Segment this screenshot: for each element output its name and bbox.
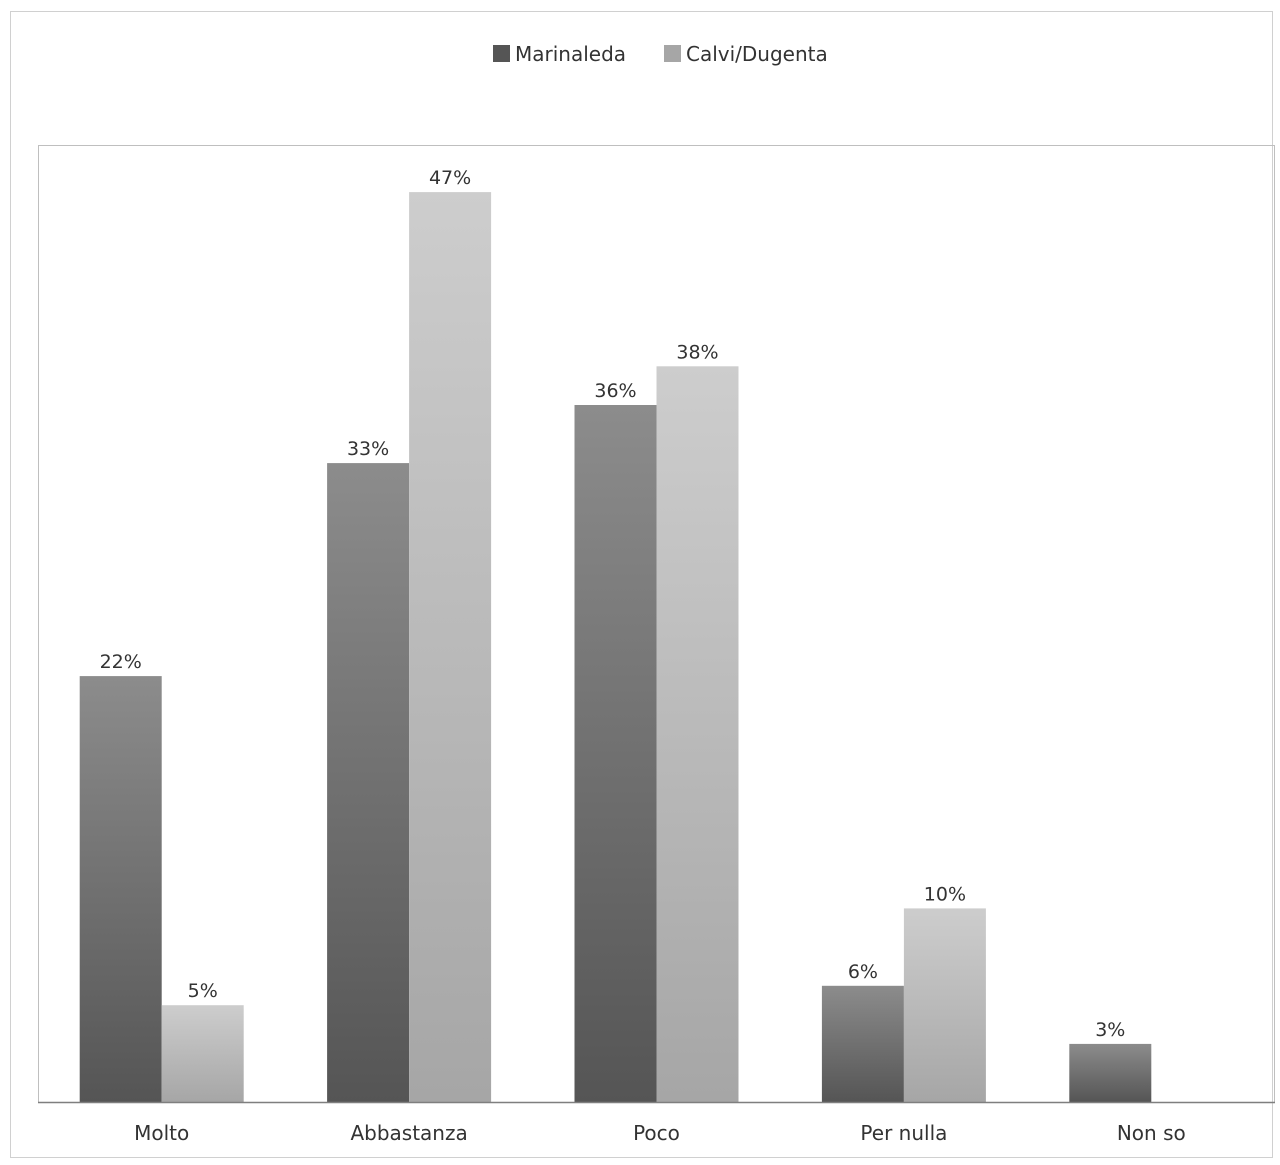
data-label-marinaleda-molto: 22% bbox=[100, 651, 142, 673]
x-tick-label-non-so: Non so bbox=[1117, 1121, 1186, 1145]
chart-border bbox=[10, 11, 1273, 1158]
data-label-calvi-dugenta-molto: 5% bbox=[188, 980, 218, 1002]
data-label-marinaleda-non-so: 3% bbox=[1095, 1019, 1125, 1041]
data-label-calvi-dugenta-per-nulla: 10% bbox=[924, 883, 966, 905]
bar-calvi-dugenta-per-nulla bbox=[903, 908, 986, 1102]
data-label-calvi-dugenta-abbastanza: 47% bbox=[429, 167, 471, 189]
bar-calvi-dugenta-molto bbox=[161, 1005, 244, 1102]
bar-marinaleda-abbastanza bbox=[327, 463, 410, 1103]
bars-group bbox=[79, 192, 1152, 1103]
x-tick-label-molto: Molto bbox=[134, 1121, 189, 1145]
legend-label-marinaleda: Marinaleda bbox=[515, 42, 626, 66]
legend: Marinaleda Calvi/Dugenta bbox=[493, 42, 828, 66]
bar-calvi-dugenta-abbastanza bbox=[409, 192, 492, 1103]
x-tick-label-poco: Poco bbox=[633, 1121, 680, 1145]
bar-marinaleda-per-nulla bbox=[821, 985, 904, 1102]
data-label-marinaleda-poco: 36% bbox=[594, 380, 636, 402]
data-label-marinaleda-per-nulla: 6% bbox=[848, 961, 878, 983]
bar-marinaleda-molto bbox=[79, 676, 162, 1102]
legend-label-calvi-dugenta: Calvi/Dugenta bbox=[686, 42, 828, 66]
bar-calvi-dugenta-poco bbox=[656, 366, 739, 1102]
legend-swatch-calvi-dugenta bbox=[664, 45, 681, 62]
data-label-marinaleda-abbastanza: 33% bbox=[347, 438, 389, 460]
x-axis-tick-labels: Molto Abbastanza Poco Per nulla Non so bbox=[134, 1121, 1186, 1145]
data-labels-group: 22% 5% 33% 47% 36% 38% 6% 10% 3% bbox=[100, 167, 1126, 1041]
x-tick-label-abbastanza: Abbastanza bbox=[350, 1121, 467, 1145]
bar-marinaleda-non-so bbox=[1069, 1043, 1152, 1102]
data-label-calvi-dugenta-poco: 38% bbox=[676, 341, 718, 363]
x-tick-label-per-nulla: Per nulla bbox=[860, 1121, 947, 1145]
bar-marinaleda-poco bbox=[574, 405, 657, 1102]
legend-swatch-marinaleda bbox=[493, 45, 510, 62]
